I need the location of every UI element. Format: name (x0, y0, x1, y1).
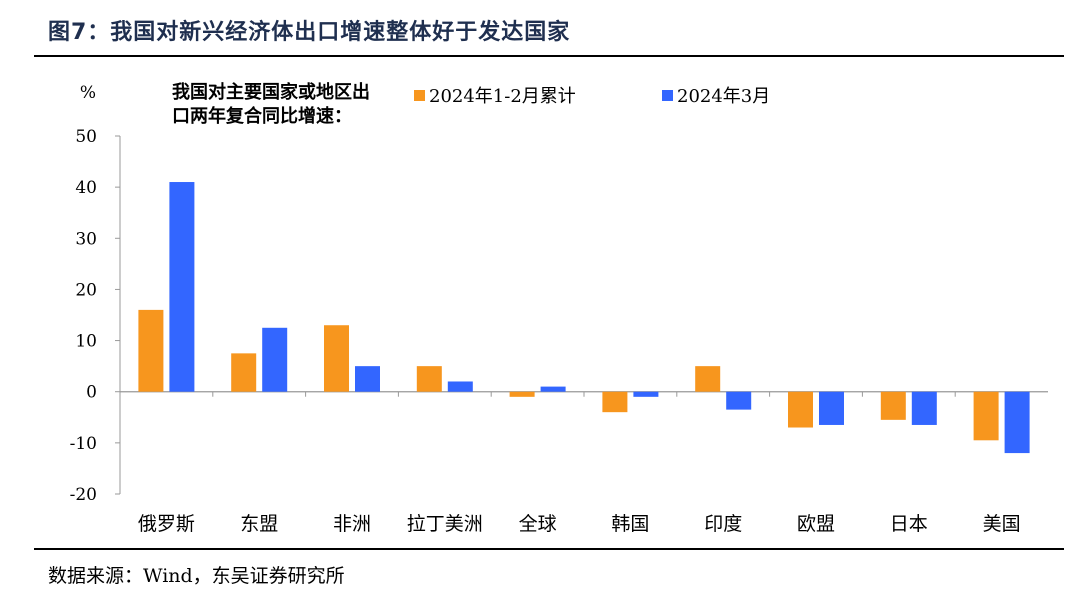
y-tick-label: 20 (75, 280, 97, 300)
bar-series-1 (880, 391, 906, 420)
bar-series-1 (695, 366, 721, 392)
x-category-label: 印度 (704, 513, 742, 535)
x-category-label: 拉丁美洲 (407, 513, 483, 535)
bar-series-2 (819, 391, 844, 425)
legend-label: 2024年1-2月累计 (429, 86, 576, 107)
legend-note-line: 口两年复合同比增速： (172, 105, 352, 127)
bar-series-1 (231, 353, 257, 392)
legend-label: 2024年3月 (677, 86, 770, 107)
bar-series-1 (416, 366, 442, 392)
x-category-label: 东盟 (240, 513, 278, 535)
y-axis-unit-label: % (80, 83, 96, 103)
bar-series-2 (911, 391, 937, 425)
bottom-rule (34, 548, 1064, 550)
legend-note-line: 我国对主要国家或地区出 (172, 81, 370, 103)
bar-series-1 (324, 325, 349, 392)
bar-series-1 (973, 391, 999, 441)
x-category-label: 俄罗斯 (138, 513, 195, 535)
bar-series-1 (788, 391, 813, 428)
x-category-label: 全球 (519, 513, 557, 535)
bar-series-2 (355, 366, 380, 392)
bar-series-2 (540, 386, 566, 392)
y-tick-label: -10 (70, 434, 97, 454)
y-tick-label: 50 (75, 127, 97, 147)
source-note: 数据来源：Wind，东吴证券研究所 (48, 565, 345, 587)
y-tick-label: 30 (75, 229, 97, 249)
figure-title: 图7：我国对新兴经济体出口增速整体好于发达国家 (48, 20, 571, 45)
bar-series-1 (602, 391, 628, 413)
x-category-label: 韩国 (611, 513, 649, 535)
legend-swatch (414, 90, 425, 101)
y-tick-label: 0 (86, 383, 97, 403)
x-category-label: 日本 (890, 513, 928, 535)
bar-series-1 (509, 391, 535, 397)
y-tick-label: -20 (70, 485, 97, 505)
bar-series-2 (633, 391, 659, 397)
x-category-label: 非洲 (333, 513, 371, 535)
y-tick-label: 40 (75, 178, 97, 198)
x-category-label: 美国 (983, 513, 1021, 535)
top-rule (34, 55, 1064, 57)
x-category-label: 欧盟 (797, 513, 835, 535)
bar-series-2 (447, 381, 473, 392)
bar-series-2 (169, 182, 195, 392)
bar-series-2 (726, 391, 752, 410)
bar-series-2 (262, 327, 288, 392)
y-tick-label: 10 (75, 332, 97, 352)
bar-series-2 (1004, 391, 1030, 454)
legend-swatch (662, 90, 673, 101)
bar-series-1 (138, 309, 164, 392)
